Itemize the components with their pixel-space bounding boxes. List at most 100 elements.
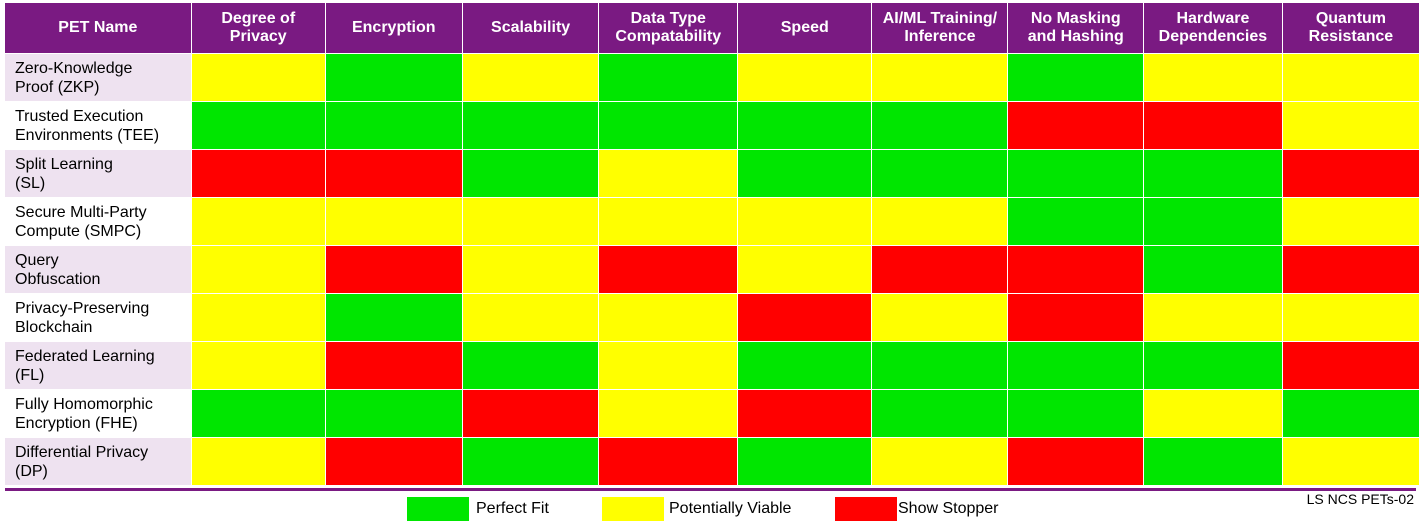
row-label-line: Zero-Knowledge	[15, 59, 133, 77]
table-row: Zero-Knowledge Proof (ZKP)	[5, 53, 1420, 101]
rating-cell	[191, 245, 326, 293]
rating-cell	[1282, 197, 1420, 245]
rating-cell	[872, 197, 1009, 245]
rating-cell	[462, 53, 600, 101]
rating-cell	[1282, 437, 1420, 485]
rating-cell	[1008, 245, 1144, 293]
table-row: Split Learning (SL)	[5, 149, 1420, 197]
row-label: Privacy-Preserving Blockchain	[5, 293, 192, 341]
column-header-8: Hardware Dependencies	[1143, 3, 1283, 53]
rating-cell	[462, 389, 600, 437]
rating-cell	[1143, 101, 1283, 149]
column-header-line: Privacy	[229, 28, 287, 45]
row-label-line: Secure Multi-Party	[15, 203, 147, 221]
legend: Perfect Fit Potentially Viable Show Stoppe…	[0, 497, 1420, 523]
rating-cell	[325, 53, 463, 101]
column-header-line: Compatability	[615, 28, 722, 45]
rating-cell	[1008, 53, 1144, 101]
legend-label: Perfect Fit	[476, 500, 549, 517]
rating-cell	[738, 293, 873, 341]
rating-cell	[191, 389, 326, 437]
table-row: Differential Privacy (DP)	[5, 437, 1420, 485]
rating-cell	[325, 197, 463, 245]
table-row: Federated Learning (FL)	[5, 341, 1420, 389]
rating-cell	[1008, 293, 1144, 341]
column-header-line: Inference	[904, 28, 976, 45]
rating-cell	[738, 245, 873, 293]
table-body: Zero-Knowledge Proof (ZKP) Trusted Executi…	[5, 53, 1420, 485]
rating-cell	[1008, 389, 1144, 437]
table-row: Query Obfuscation	[5, 245, 1420, 293]
rating-cell	[325, 341, 463, 389]
column-header-line: No Masking	[1030, 10, 1121, 27]
column-header-0: PET Name	[5, 3, 192, 53]
column-header-4: Data Type Compatability	[599, 3, 739, 53]
rating-cell	[1008, 437, 1144, 485]
row-label-line: (FL)	[15, 366, 45, 384]
row-label: Federated Learning (FL)	[5, 341, 192, 389]
column-header-line: Encryption	[351, 19, 436, 36]
rating-cell	[1008, 101, 1144, 149]
column-header-line: Scalability	[491, 19, 571, 36]
row-label-line: Privacy-Preserving	[15, 299, 150, 317]
rating-cell	[191, 437, 326, 485]
rating-cell	[599, 197, 739, 245]
rating-cell	[738, 149, 873, 197]
rating-cell	[191, 341, 326, 389]
rating-cell	[462, 197, 600, 245]
column-header-line: Speed	[780, 19, 829, 36]
column-header-9: Quantum Resistance	[1282, 3, 1420, 53]
rating-cell	[1143, 149, 1283, 197]
rating-cell	[191, 293, 326, 341]
row-label-line: (DP)	[15, 462, 48, 480]
rating-cell	[462, 293, 600, 341]
column-header-6: AI/ML Training/Inference	[872, 3, 1009, 53]
rating-cell	[738, 101, 873, 149]
row-label: Query Obfuscation	[5, 245, 192, 293]
rating-cell	[191, 53, 326, 101]
rating-cell	[1143, 389, 1283, 437]
rating-cell	[1008, 341, 1144, 389]
rating-cell	[325, 293, 463, 341]
rating-cell	[1143, 197, 1283, 245]
row-label-line: Fully Homomorphic	[15, 395, 153, 413]
column-header-3: Scalability	[462, 3, 600, 53]
rating-cell	[599, 101, 739, 149]
rating-cell	[872, 53, 1009, 101]
rating-cell	[325, 437, 463, 485]
rating-cell	[599, 293, 739, 341]
column-header-line: Hardware	[1176, 10, 1250, 27]
table-bottom-rule	[5, 488, 1416, 491]
column-header-line: and Hashing	[1027, 28, 1124, 45]
row-label: Trusted Execution Environments (TEE)	[5, 101, 192, 149]
rating-cell	[599, 341, 739, 389]
column-header-line: Dependencies	[1158, 28, 1268, 45]
table-row: Fully Homomorphic Encryption (FHE)	[5, 389, 1420, 437]
row-label-line: Differential Privacy	[15, 443, 149, 461]
row-label-line: Environments (TEE)	[15, 126, 160, 144]
column-header-line: PET Name	[58, 19, 138, 36]
rating-cell	[1008, 197, 1144, 245]
rating-cell	[599, 53, 739, 101]
rating-cell	[872, 245, 1009, 293]
rating-cell	[599, 437, 739, 485]
column-header-7: No Masking and Hashing	[1008, 3, 1144, 53]
rating-cell	[325, 149, 463, 197]
rating-cell	[872, 101, 1009, 149]
table-row: Trusted Execution Environments (TEE)	[5, 101, 1420, 149]
row-label-line: Compute (SMPC)	[15, 222, 142, 240]
column-header-line: Degree of	[221, 10, 296, 27]
rating-cell	[462, 101, 600, 149]
rating-cell	[1143, 245, 1283, 293]
legend-swatch	[407, 497, 469, 521]
rating-cell	[325, 389, 463, 437]
row-label: Differential Privacy (DP)	[5, 437, 192, 485]
rating-cell	[738, 53, 873, 101]
legend-label: Potentially Viable	[669, 500, 792, 517]
rating-cell	[738, 389, 873, 437]
rating-cell	[738, 341, 873, 389]
column-header-5: Speed	[738, 3, 873, 53]
rating-cell	[1008, 149, 1144, 197]
rating-cell	[872, 293, 1009, 341]
legend-swatch	[602, 497, 664, 521]
